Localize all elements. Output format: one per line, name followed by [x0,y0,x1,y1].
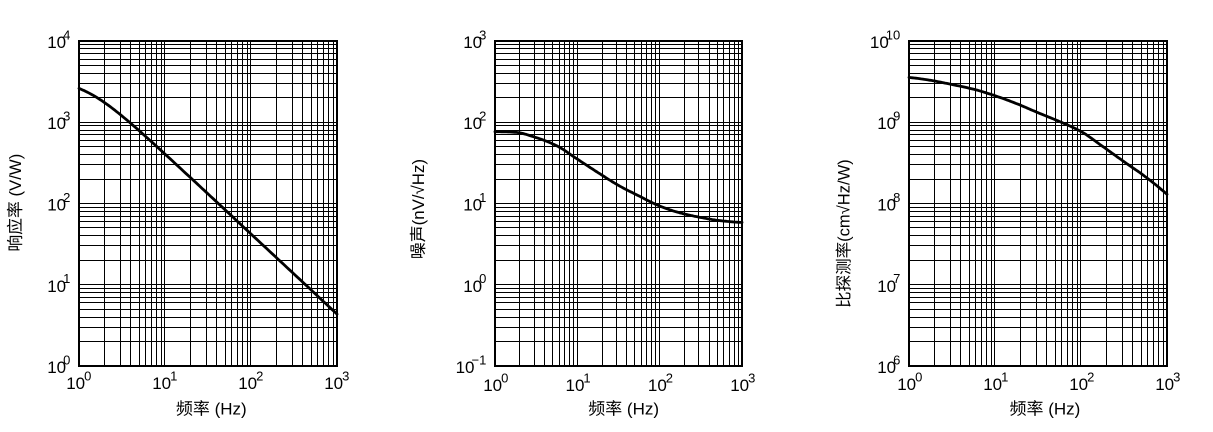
svg-text:3: 3 [1173,369,1180,384]
svg-text:9: 9 [893,109,900,124]
svg-text:10: 10 [877,277,896,296]
svg-text:3: 3 [479,27,486,42]
svg-text:1: 1 [1001,369,1008,384]
svg-text:10: 10 [566,376,585,395]
svg-text:1: 1 [63,271,70,286]
svg-text:3: 3 [342,368,349,383]
svg-text:(nV/√Hz): (nV/√Hz) [409,159,428,225]
svg-text:0: 0 [63,352,70,367]
svg-text:10: 10 [463,196,482,215]
svg-text:10: 10 [897,375,916,394]
svg-text:10: 10 [877,196,896,215]
svg-text:8: 8 [893,190,900,205]
svg-text:10: 10 [1069,375,1088,394]
svg-text:1: 1 [479,190,486,205]
svg-text:10: 10 [66,374,85,393]
svg-text:2: 2 [1087,369,1094,384]
svg-text:10: 10 [47,196,66,215]
svg-text:2: 2 [256,368,263,383]
svg-text:10: 10 [324,374,343,393]
svg-text:(cm√Hz/W): (cm√Hz/W) [835,159,854,242]
svg-text:10: 10 [877,114,896,133]
svg-text:10: 10 [877,358,896,377]
svg-text:3: 3 [748,370,755,385]
svg-text:10: 10 [463,277,482,296]
svg-text:(V/W): (V/W) [6,154,25,197]
svg-text:10: 10 [47,277,66,296]
svg-text:2: 2 [666,370,673,385]
svg-text:1: 1 [170,368,177,383]
svg-text:0: 0 [501,370,508,385]
svg-text:10: 10 [886,27,900,42]
svg-text:4: 4 [63,27,70,42]
svg-text:10: 10 [47,33,66,52]
svg-text:(Hz): (Hz) [1048,400,1080,419]
svg-text:10: 10 [152,374,171,393]
svg-text:10: 10 [730,376,749,395]
svg-text:−1: −1 [472,352,487,367]
svg-text:7: 7 [893,271,900,286]
svg-text:3: 3 [63,109,70,124]
svg-text:10: 10 [483,376,502,395]
svg-text:10: 10 [47,114,66,133]
svg-text:2: 2 [479,109,486,124]
svg-text:0: 0 [84,368,91,383]
svg-text:10: 10 [47,358,66,377]
svg-text:6: 6 [893,352,900,367]
svg-text:10: 10 [870,33,889,52]
svg-text:10: 10 [463,33,482,52]
svg-text:10: 10 [456,358,475,377]
svg-text:0: 0 [915,369,922,384]
svg-text:0: 0 [479,271,486,286]
svg-text:10: 10 [1155,375,1174,394]
svg-text:10: 10 [648,376,667,395]
svg-text:10: 10 [463,114,482,133]
svg-text:2: 2 [63,190,70,205]
svg-text:(Hz): (Hz) [627,400,659,419]
svg-text:10: 10 [983,375,1002,394]
svg-text:10: 10 [238,374,257,393]
svg-text:1: 1 [583,370,590,385]
svg-text:(Hz): (Hz) [215,400,247,419]
